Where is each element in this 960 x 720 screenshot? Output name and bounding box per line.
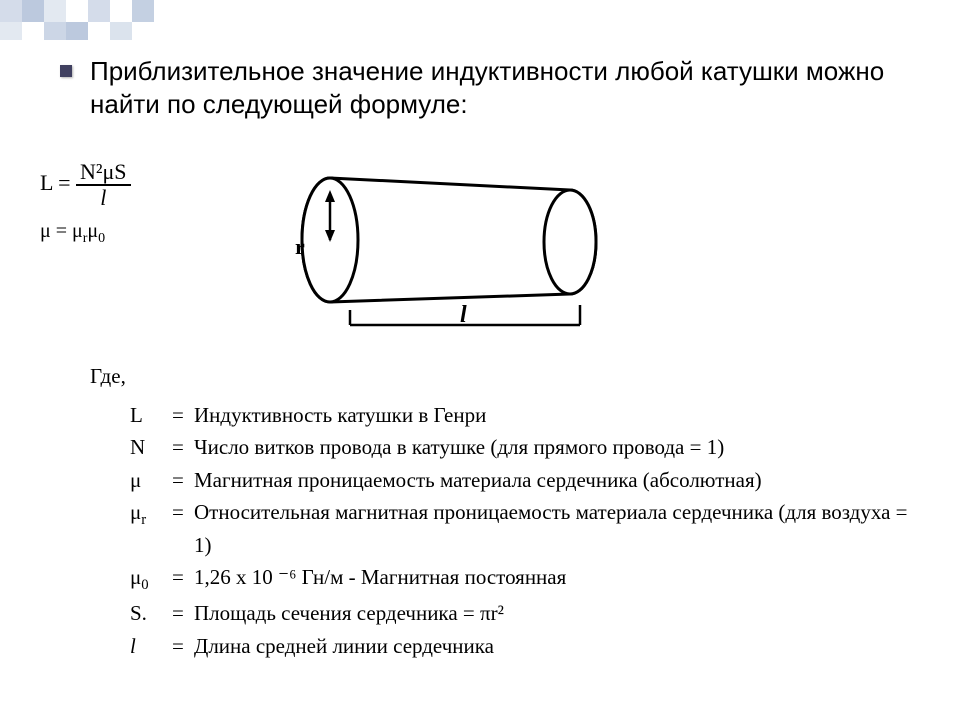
formula-block: L = N²μS l μ = μrμ0 [40,150,220,247]
def-row: L = Индуктивность катушки в Генри [130,399,930,432]
def-symbol: μ [130,464,172,497]
def-symbol: μr [130,496,172,561]
def-eq: = [172,630,194,663]
def-eq: = [172,496,194,561]
slide-heading: Приблизительное значение индуктивности л… [90,55,930,120]
def-row: S. = Площадь сечения сердечника = πr² [130,597,930,630]
def-symbol: N [130,431,172,464]
radius-label: r [295,234,305,259]
def-row: l = Длина средней линии сердечника [130,630,930,663]
def-eq: = [172,431,194,464]
cylinder-diagram: r l [220,150,640,350]
formula-lhs: L = [40,170,71,195]
formula-denominator: l [76,186,131,210]
def-body: Магнитная проницаемость материала сердеч… [194,464,930,497]
def-symbol: S. [130,597,172,630]
def-row: μ = Магнитная проницаемость материала се… [130,464,930,497]
length-label: l [460,302,467,328]
def-symbol: μ0 [130,561,172,597]
definitions-block: Где, L = Индуктивность катушки в Генри N… [90,360,930,662]
def-row: μ0 = 1,26 x 10 ⁻⁶ Гн/м - Магнитная посто… [130,561,930,597]
def-body: Индуктивность катушки в Генри [194,399,930,432]
def-eq: = [172,597,194,630]
where-label: Где, [90,360,930,393]
formula-numerator: N²μS [76,160,131,186]
def-row: μr = Относительная магнитная проницаемос… [130,496,930,561]
mu-relation: μ = μrμ0 [40,220,220,247]
def-body: Длина средней линии сердечника [194,630,930,663]
slide-decoration [0,0,300,40]
bullet-icon [60,65,72,77]
def-body: Число витков провода в катушке (для прям… [194,431,930,464]
def-symbol: L [130,399,172,432]
def-eq: = [172,561,194,597]
def-body: 1,26 x 10 ⁻⁶ Гн/м - Магнитная постоянная [194,561,930,597]
def-body: Относительная магнитная проницаемость ма… [194,496,930,561]
def-body: Площадь сечения сердечника = πr² [194,597,930,630]
def-eq: = [172,464,194,497]
def-symbol: l [130,630,172,663]
def-row: N = Число витков провода в катушке (для … [130,431,930,464]
def-eq: = [172,399,194,432]
